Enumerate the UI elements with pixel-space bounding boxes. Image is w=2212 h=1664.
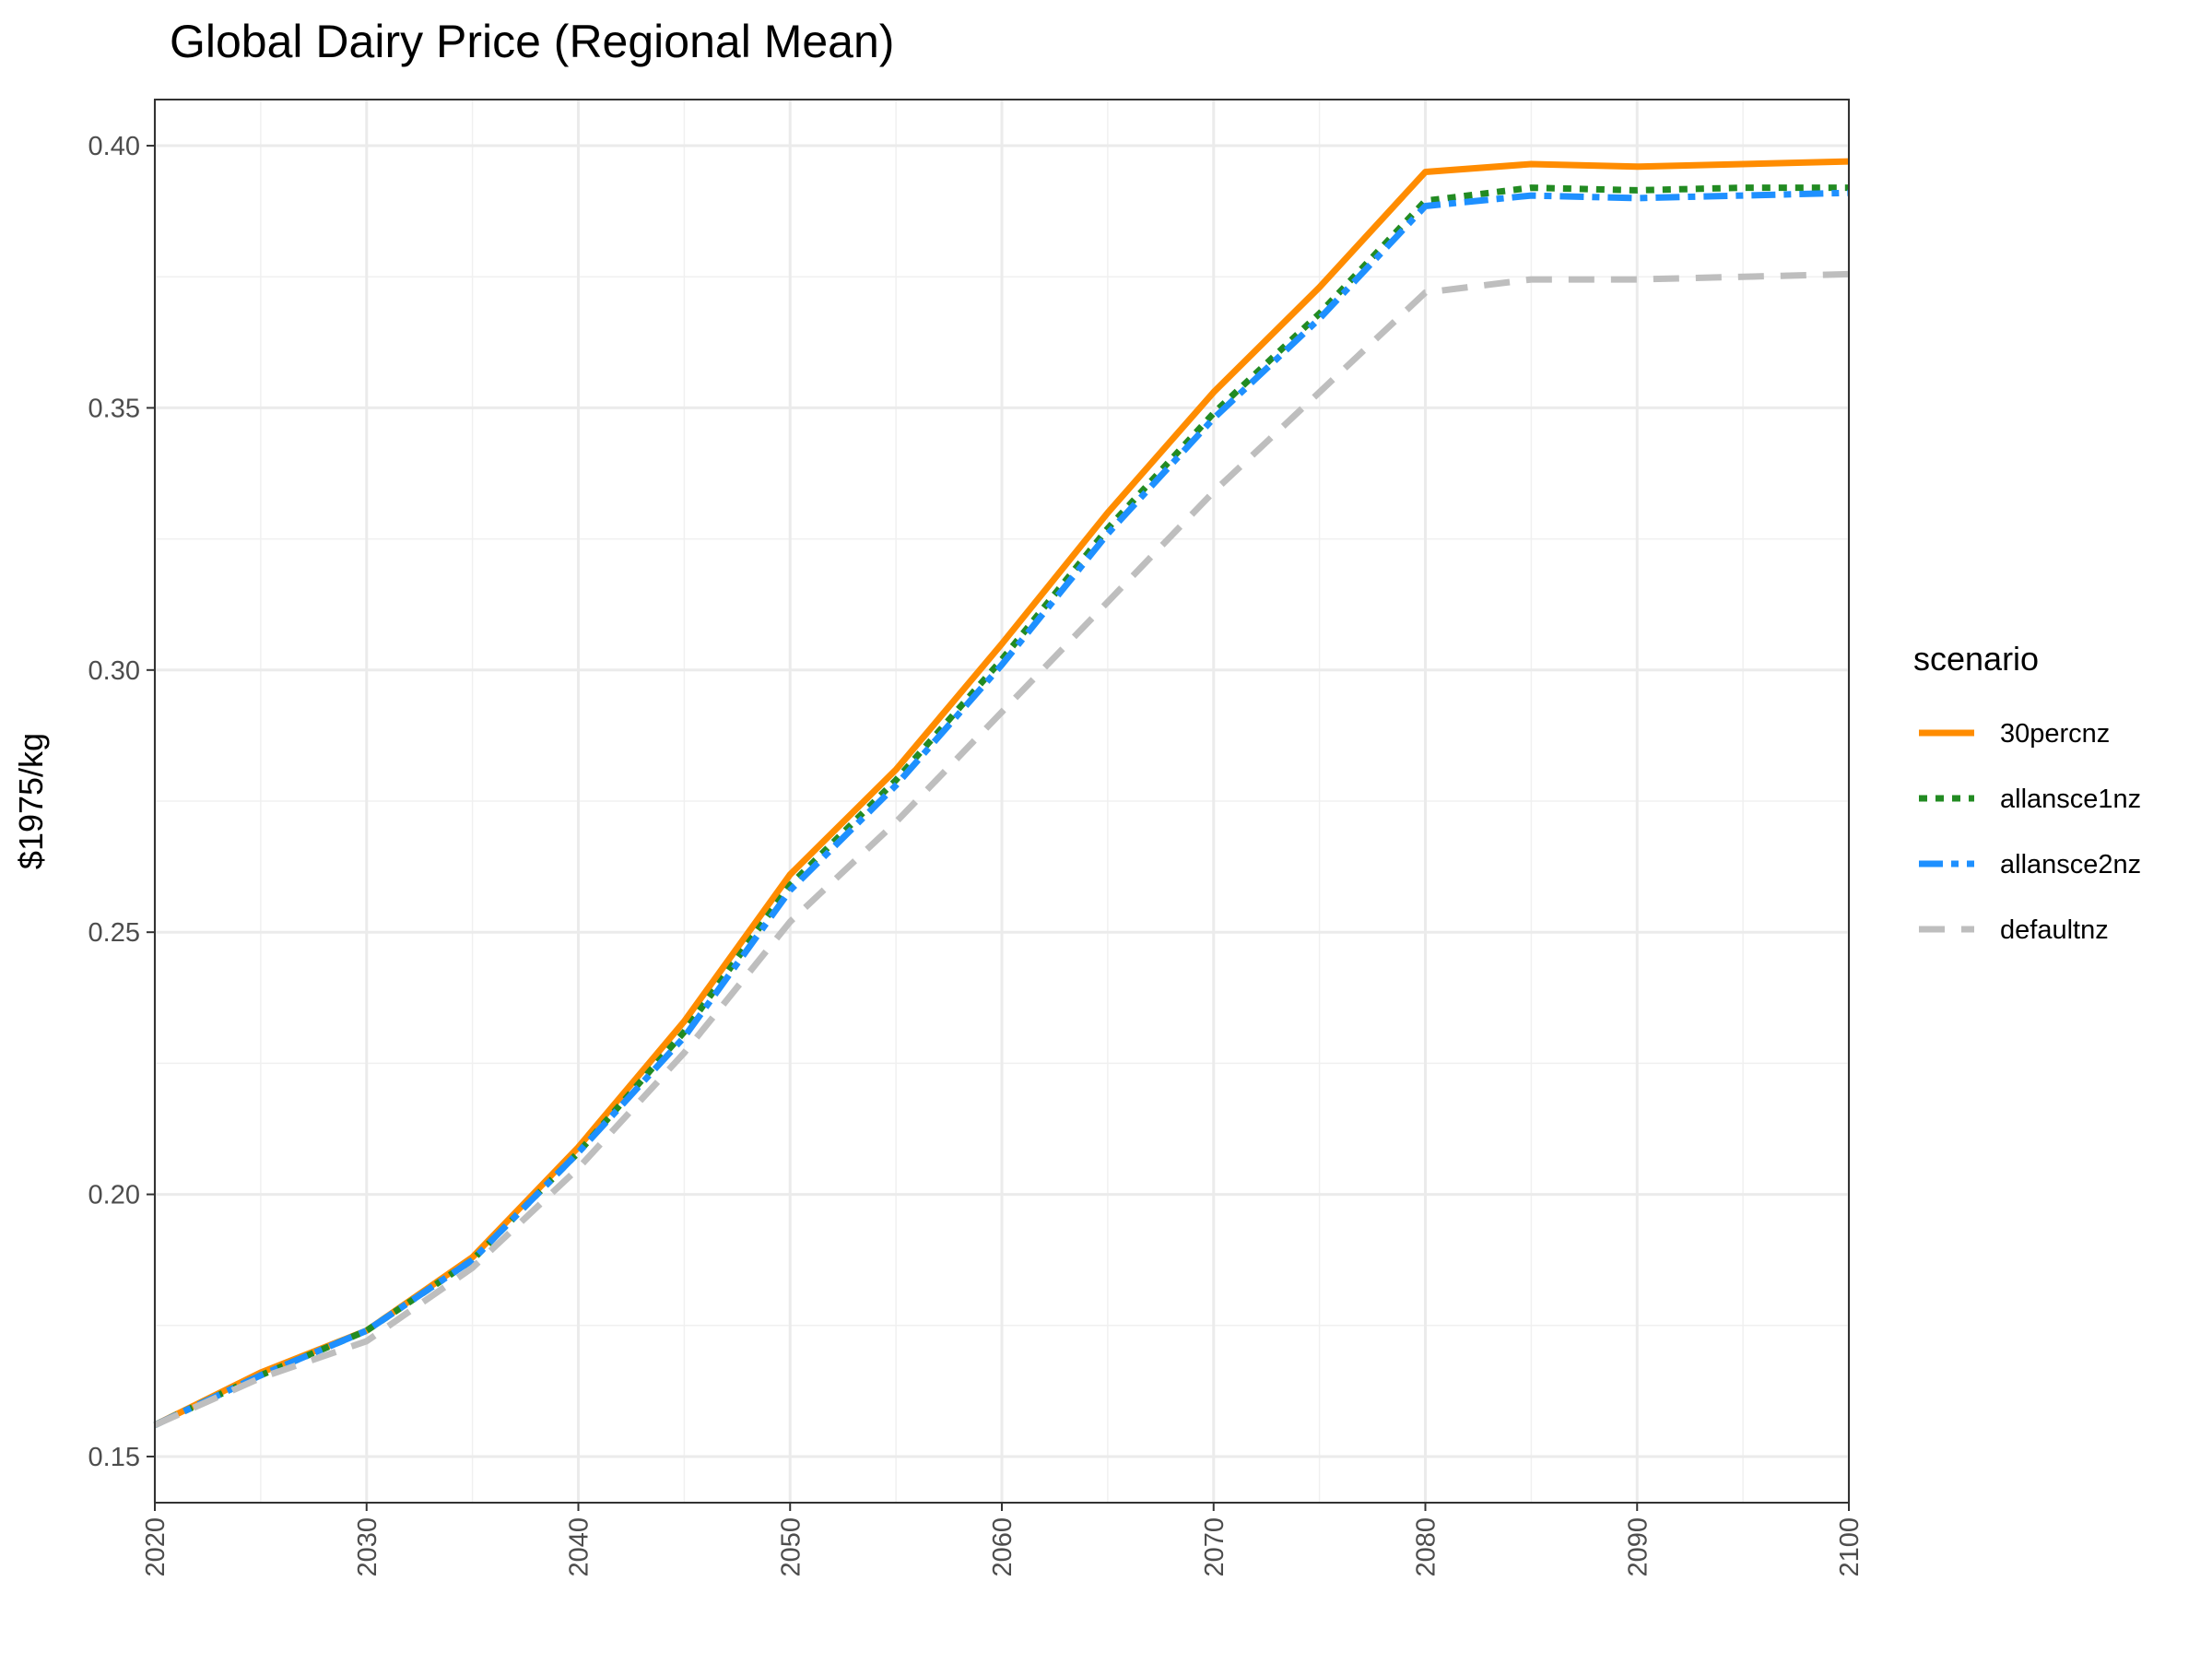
series-lines (153, 158, 1850, 1428)
legend: scenario 30percnz allansce1nz allansce2nz d… (1913, 640, 2141, 945)
x-tick-label: 2080 (1412, 1517, 1441, 1577)
x-tick-label: 2030 (353, 1517, 382, 1577)
y-tick-label: 0.40 (88, 132, 140, 161)
x-tick-label: 2100 (1835, 1517, 1865, 1577)
y-tick-label: 0.15 (88, 1443, 140, 1472)
x-tick-label: 2020 (141, 1517, 171, 1577)
y-tick-label: 0.35 (88, 394, 140, 423)
y-tick-label: 0.20 (88, 1181, 140, 1210)
legend-label-defaultnz: defaultnz (2000, 915, 2109, 945)
legend-label-30percnz: 30percnz (2000, 719, 2110, 749)
x-tick-label: 2040 (565, 1517, 594, 1577)
chart-title: Global Dairy Price (Regional Mean) (170, 16, 894, 67)
x-tick-label: 2050 (776, 1517, 806, 1577)
x-tick-label: 2070 (1200, 1517, 1230, 1577)
series-line-defaultnz (153, 270, 1850, 1428)
x-tick-label: 2060 (988, 1517, 1018, 1577)
series-line-allansce1nz (153, 184, 1849, 1428)
y-axis-title: $1975/kg (12, 733, 50, 869)
legend-title: scenario (1913, 640, 2039, 678)
legend-label-allansce1nz: allansce1nz (2000, 785, 2141, 814)
x-tick-label: 2090 (1623, 1517, 1653, 1577)
y-tick-label: 0.30 (88, 656, 140, 686)
axes: 0.15 0.20 0.25 0.30 0.35 0.40 2020 2030 2040 2050… (88, 132, 1865, 1576)
legend-label-allansce2nz: allansce2nz (2000, 850, 2141, 879)
y-tick-label: 0.25 (88, 918, 140, 948)
series-line-allansce2nz (153, 189, 1850, 1428)
